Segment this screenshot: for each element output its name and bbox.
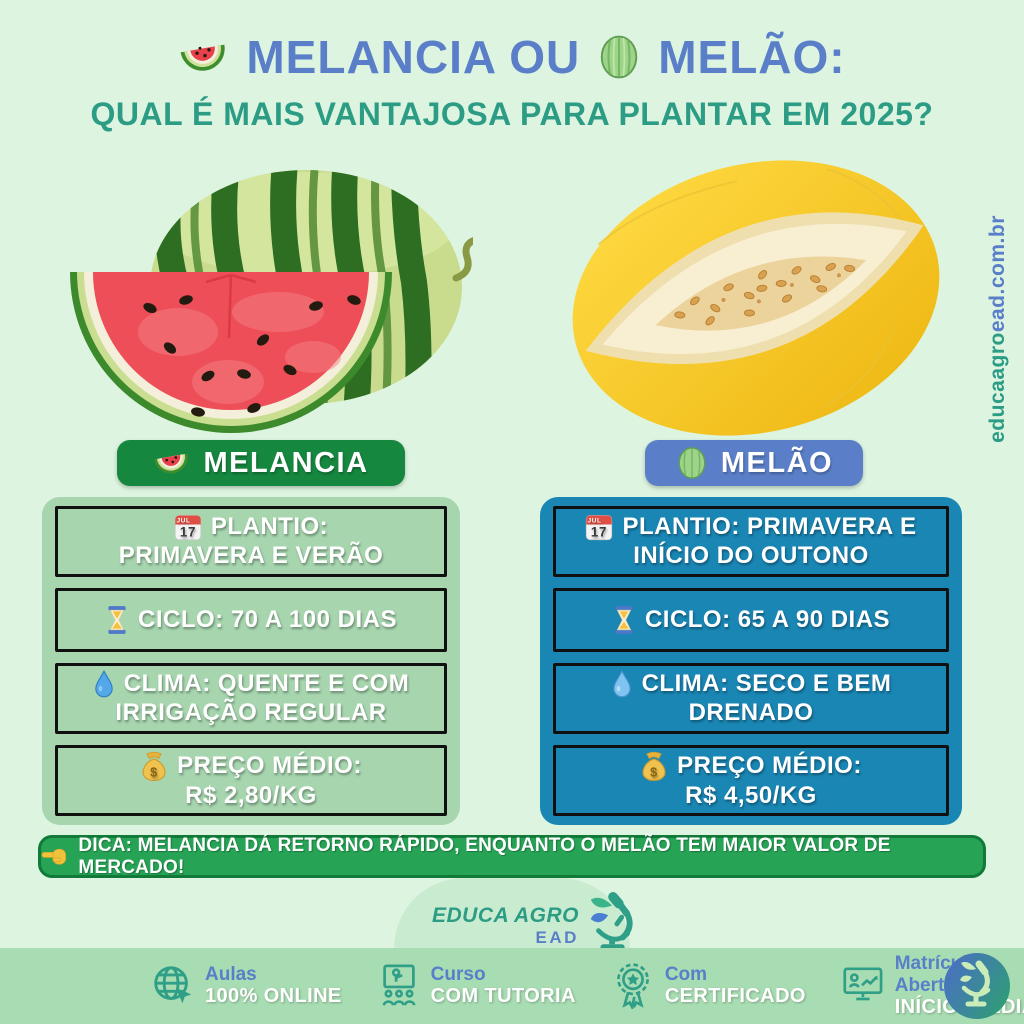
- melon-icon: [600, 35, 638, 79]
- melao-clima-box: CLIMA: SECO E BEM DRENADO: [553, 663, 949, 734]
- presentation-icon: [382, 964, 416, 1006]
- box-text: CICLO: 70 A 100 DIAS: [138, 606, 397, 634]
- footer-value: CERTIFICADO: [664, 985, 806, 1008]
- globe-icon: [154, 966, 192, 1004]
- title-right-text: MELÃO:: [658, 31, 846, 83]
- melon-image: [572, 160, 940, 436]
- calendar-icon: JUL 17: [586, 514, 613, 540]
- box-text: PLANTIO:: [210, 513, 329, 540]
- box-text: CLIMA: SECO E BEM: [641, 670, 892, 698]
- footer-item-certificado: Com CERTIFICADO: [610, 963, 806, 1009]
- box-text: PREÇO MÉDIO:: [177, 752, 362, 780]
- logo-sub: EAD: [535, 928, 579, 947]
- logo-badge-icon: [944, 953, 1010, 1019]
- watermelon-slice-icon: [180, 44, 226, 71]
- box-text: PRIMAVERA E VERÃO: [118, 542, 384, 570]
- svg-text:$: $: [650, 765, 658, 779]
- box-text: DRENADO: [688, 699, 814, 727]
- footer-value: COM TUTORIA: [430, 985, 576, 1008]
- hourglass-icon: [615, 605, 633, 634]
- droplet-icon: [612, 669, 631, 698]
- box-text: PREÇO MÉDIO:: [677, 752, 862, 780]
- melancia-plantio-box: JUL 17 PLANTIO: PRIMAVERA E VERÃO: [55, 506, 447, 577]
- melancia-info-card: JUL 17 PLANTIO: PRIMAVERA E VERÃO CICLO:…: [42, 497, 460, 825]
- melao-ciclo-box: CICLO: 65 A 90 DIAS: [553, 587, 949, 653]
- educa-agro-logo: EDUCA AGRO EAD: [432, 892, 645, 952]
- footer-item-online: Aulas 100% ONLINE: [150, 963, 342, 1009]
- svg-text:17: 17: [180, 524, 196, 539]
- box-text: PLANTIO: PRIMAVERA E: [622, 513, 917, 540]
- tip-banner: DICA: MELANCIA DÁ RETORNO RÁPIDO, ENQUAN…: [38, 835, 986, 878]
- moneybag-icon: $: [142, 751, 166, 781]
- microscope-icon: [590, 892, 633, 951]
- melao-plantio-box: JUL 17 PLANTIO: PRIMAVERA E INÍCIO DO OU…: [553, 506, 949, 577]
- box-text: IRRIGAÇÃO REGULAR: [115, 699, 387, 727]
- footer-band: Aulas 100% ONLINE Curso COM TUTORIA: [0, 948, 1024, 1024]
- melancia-pill-text: MELANCIA: [203, 446, 369, 479]
- enrollment-icon: [843, 967, 883, 1001]
- melao-pill-text: MELÃO: [720, 446, 834, 479]
- melancia-clima-box: CLIMA: QUENTE E COM IRRIGAÇÃO REGULAR: [55, 663, 447, 734]
- hourglass-icon: [108, 605, 126, 634]
- watermelon-slice-icon: [154, 453, 189, 474]
- footer-value: 100% ONLINE: [205, 985, 342, 1008]
- footer-label: Com: [664, 963, 708, 985]
- moneybag-icon: $: [642, 751, 666, 781]
- footer-label: Aulas: [205, 963, 257, 985]
- melao-label-pill: MELÃO: [645, 440, 863, 486]
- melancia-preco-box: $ PREÇO MÉDIO: R$ 2,80/KG: [55, 744, 447, 816]
- melancia-label-pill: MELANCIA: [117, 440, 405, 486]
- melao-preco-box: $ PREÇO MÉDIO: R$ 4,50/KG: [553, 744, 949, 816]
- website-url: educaagroead.com.br: [981, 179, 1015, 479]
- pointing-hand-icon: [41, 848, 67, 865]
- logo-dome: [394, 878, 630, 948]
- melao-info-card: JUL 17 PLANTIO: PRIMAVERA E INÍCIO DO OU…: [540, 497, 962, 825]
- svg-text:17: 17: [591, 524, 607, 539]
- box-text: INÍCIO DO OUTONO: [633, 542, 869, 570]
- footer-label: Curso: [430, 963, 486, 985]
- melon-icon: [678, 447, 706, 479]
- calendar-icon: JUL 17: [174, 514, 201, 540]
- logo-name: EDUCA AGRO: [432, 904, 579, 927]
- url-part-blue: ead.com.br: [986, 215, 1009, 333]
- box-text: R$ 4,50/KG: [685, 781, 817, 809]
- page-title: MELANCIA OU MELÃO:: [0, 30, 1024, 84]
- footer-item-tutoria: Curso COM TUTORIA: [376, 963, 576, 1009]
- svg-text:JUL: JUL: [176, 517, 190, 524]
- melancia-ciclo-box: CICLO: 70 A 100 DIAS: [55, 587, 447, 653]
- box-text: CICLO: 65 A 90 DIAS: [644, 606, 891, 634]
- certificate-icon: [616, 963, 649, 1009]
- box-text: R$ 2,80/KG: [185, 781, 317, 809]
- svg-text:$: $: [150, 765, 158, 779]
- box-text: CLIMA: QUENTE E COM: [123, 670, 410, 698]
- droplet-icon: [94, 669, 113, 698]
- tip-text: DICA: MELANCIA DÁ RETORNO RÁPIDO, ENQUAN…: [78, 834, 891, 878]
- title-left-text: MELANCIA OU: [246, 31, 581, 83]
- page-subtitle: QUAL É MAIS VANTAJOSA PARA PLANTAR EM 20…: [90, 96, 934, 132]
- svg-text:JUL: JUL: [588, 517, 602, 524]
- url-part-green: educaagro: [986, 332, 1009, 443]
- watermelon-image: [70, 170, 473, 433]
